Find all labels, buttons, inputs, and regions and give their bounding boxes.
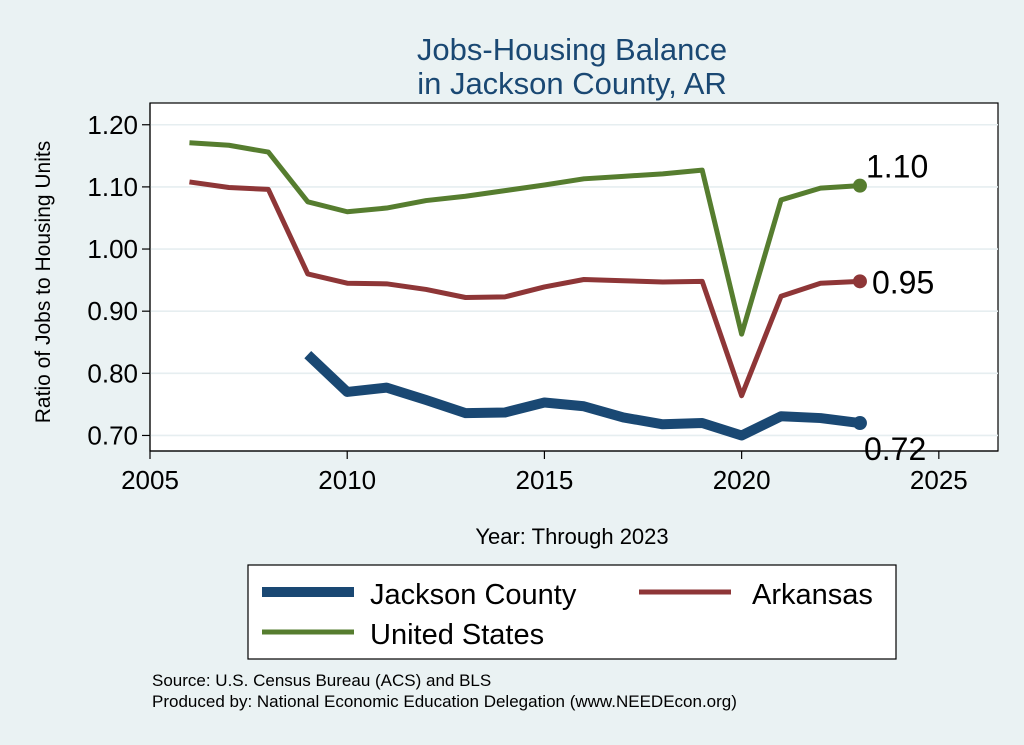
series-endpoints: 0.72 0.95 1.10	[852, 149, 934, 467]
end-label-jackson-county: 0.72	[864, 431, 926, 467]
series-line-jackson-county	[304, 351, 861, 441]
legend	[247, 564, 897, 660]
end-marker-arkansas	[852, 274, 867, 289]
legend-label-arkansas: Arkansas	[752, 579, 873, 611]
chart-subtitle: in Jackson County, AR	[417, 66, 727, 101]
end-marker-jackson-county	[852, 416, 867, 431]
end-marker-united-states	[852, 178, 867, 193]
x-tick-label-0: 2005	[121, 465, 179, 495]
producer-note: Produced by: National Economic Education…	[152, 692, 737, 711]
legend-label-united-states: United States	[370, 619, 544, 651]
y-tick-label-2: 0.90	[87, 296, 138, 326]
grid-lines	[150, 123, 998, 437]
y-tick-label-5: 1.20	[87, 110, 138, 140]
y-tick-label-1: 0.80	[87, 358, 138, 388]
x-tick-label-3: 2020	[713, 465, 771, 495]
x-tick-label-2: 2015	[515, 465, 573, 495]
axis-ticks: 0.70 0.80 0.90 1.00 1.10 1.20 2005 2010 2015 2020…	[87, 110, 967, 495]
series-lines	[189, 140, 861, 441]
y-tick-label-3: 1.00	[87, 234, 138, 264]
x-tick-label-1: 2010	[318, 465, 376, 495]
end-label-united-states: 1.10	[866, 149, 928, 185]
y-tick-label-4: 1.10	[87, 172, 138, 202]
y-axis-label: Ratio of Jobs to Housing Units	[32, 141, 55, 423]
legend-label-jackson-county: Jackson County	[370, 579, 577, 611]
series-line-arkansas	[189, 179, 861, 399]
source-note: Source: U.S. Census Bureau (ACS) and BLS	[152, 671, 491, 690]
chart-title: Jobs-Housing Balance	[417, 32, 727, 67]
y-tick-label-0: 0.70	[87, 420, 138, 450]
x-axis-label: Year: Through 2023	[475, 524, 668, 549]
end-label-arkansas: 0.95	[872, 264, 934, 300]
x-tick-label-4: 2025	[910, 465, 968, 495]
series-line-united-states	[189, 140, 861, 337]
